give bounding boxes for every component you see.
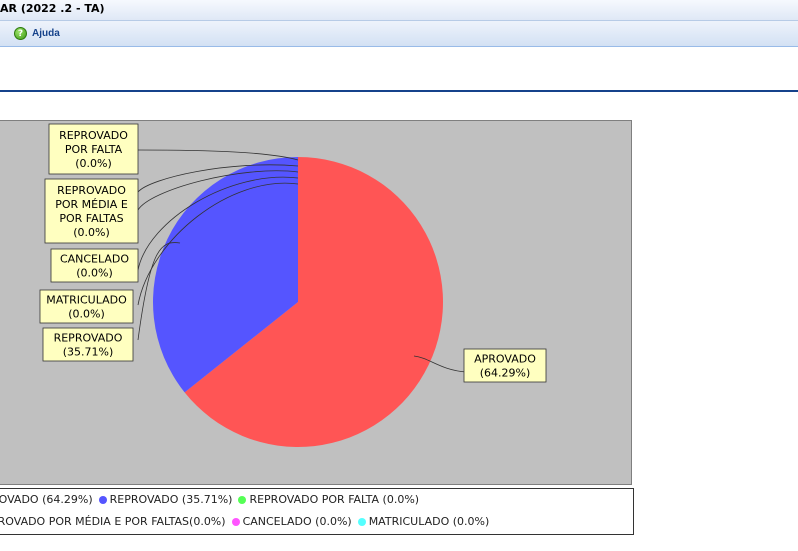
legend-label: PROVADO POR MÉDIA E POR FALTAS(0.0%) [0,515,226,528]
legend-item: REPROVADO POR FALTA (0.0%) [236,493,419,506]
legend-label: ROVADO (64.29%) [0,493,93,506]
legend-item: MATRICULADO (0.0%) [356,515,490,528]
legend-label: MATRICULADO (0.0%) [368,515,490,528]
callout-box [463,348,547,383]
callout-text: (64.29%) [480,367,531,380]
callout-text: (0.0%) [68,308,105,321]
legend-row-1: ROVADO (64.29%) REPROVADO (35.71%) REPROVA… [0,493,423,506]
callout-text: REPROVADO [54,332,123,345]
leader-line [137,242,181,341]
pie-slice-aprovado [184,157,444,447]
pie-slice-reprovado [153,157,298,393]
window-titlebar: AR (2022 .2 - TA) [0,0,798,21]
help-label: Ajuda [32,28,60,39]
legend-label: REPROVADO (35.71%) [109,493,233,506]
chart-legend: ROVADO (64.29%) REPROVADO (35.71%) REPROVA… [0,488,634,535]
callout-text: APROVADO [474,353,536,366]
legend-swatch [231,517,240,526]
callout-box [42,327,134,362]
callout-text: (35.71%) [63,346,114,359]
callout-text: POR MÉDIA E [55,198,128,211]
help-button[interactable]: ? Ajuda [14,26,60,41]
callout-box [39,289,134,324]
callout-text: POR FALTA [65,143,123,156]
legend-item: PROVADO POR MÉDIA E POR FALTAS(0.0%) [0,515,226,528]
legend-item: ROVADO (64.29%) [0,493,93,506]
legend-label: REPROVADO POR FALTA (0.0%) [249,493,420,506]
legend-item: CANCELADO (0.0%) [230,515,352,528]
help-icon: ? [14,27,27,40]
toolbar: ? Ajuda [0,21,798,47]
leader-line [137,149,299,161]
callout-text: POR FALTAS [59,212,123,225]
callout-box [48,123,139,175]
callout-matriculado: MATRICULADO(0.0%) [39,289,134,324]
leader-line [137,164,299,193]
callout-cancelado: CANCELADO(0.0%) [50,248,139,283]
callout-text: MATRICULADO [46,294,127,307]
section-divider [0,90,798,92]
leader-line [413,355,467,373]
callout-text: REPROVADO [59,129,128,142]
legend-row-2: PROVADO POR MÉDIA E POR FALTAS(0.0%) CANC… [0,515,493,528]
legend-label: CANCELADO (0.0%) [242,515,352,528]
callout-aprovado: APROVADO(64.29%) [463,348,547,383]
window-title: AR (2022 .2 - TA) [0,2,105,15]
callout-reprovado: REPROVADO(35.71%) [42,327,134,362]
legend-swatch [357,517,366,526]
leader-line [137,182,299,306]
callout-box [44,178,139,244]
callout-text: (0.0%) [76,267,113,280]
legend-swatch [98,495,107,504]
callout-text: REPROVADO [57,184,126,197]
callout-text: CANCELADO [60,253,129,266]
callout-text: (0.0%) [73,226,110,239]
callout-text: (0.0%) [75,157,112,170]
legend-item: REPROVADO (35.71%) [97,493,233,506]
legend-swatch [238,495,247,504]
leader-line [137,170,299,211]
leader-line [137,176,299,271]
callout-box [50,248,139,283]
